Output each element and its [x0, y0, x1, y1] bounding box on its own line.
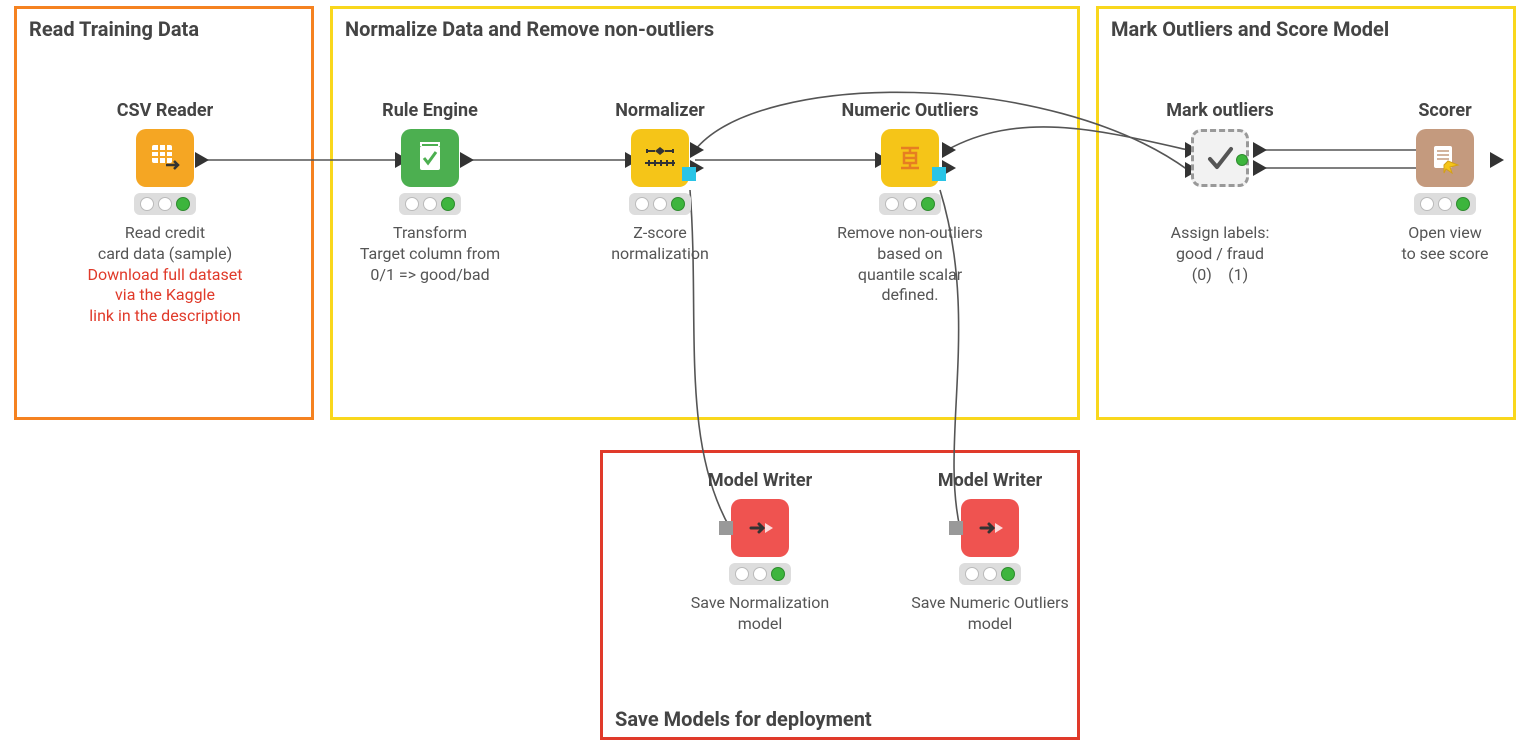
model-in-port [949, 521, 963, 535]
node-numeric-outliers-title: Numeric Outliers [820, 100, 1000, 121]
node-normalizer-desc: Z-score normalization [570, 223, 750, 265]
traffic-light [729, 563, 791, 585]
traffic-light [959, 563, 1021, 585]
node-model-writer-2-desc: Save Numeric Outliers model [900, 593, 1080, 635]
node-scorer-desc: Open view to see score [1370, 223, 1520, 265]
annotation-normalize-title: Normalize Data and Remove non-outliers [345, 17, 714, 41]
node-mark-outliers[interactable]: Mark outliers Assign labels: good / frau… [1130, 100, 1310, 285]
desc-red-text: Download full dataset via the Kaggle lin… [75, 265, 255, 327]
node-normalizer-title: Normalizer [570, 100, 750, 121]
meta-status-dot [1236, 154, 1248, 166]
model-writer-icon [731, 499, 789, 557]
model-out-port [932, 167, 946, 181]
traffic-light [879, 193, 941, 215]
node-model-writer-2-title: Model Writer [900, 470, 1080, 491]
numeric-outliers-icon [881, 129, 939, 187]
annotation-save-title: Save Models for deployment [615, 707, 872, 731]
node-rule-engine-desc: Transform Target column from 0/1 => good… [340, 223, 520, 285]
node-numeric-outliers[interactable]: Numeric Outliers Remove non-outliers bas… [820, 100, 1000, 306]
traffic-light [134, 193, 196, 215]
annotation-read-title: Read Training Data [29, 17, 199, 41]
rule-engine-icon [401, 129, 459, 187]
node-model-writer-1[interactable]: Model Writer Save Normalization model [670, 470, 850, 635]
scorer-icon [1416, 129, 1474, 187]
node-scorer-title: Scorer [1370, 100, 1520, 121]
mark-outliers-icon [1191, 129, 1249, 187]
node-numeric-outliers-desc: Remove non-outliers based on quantile sc… [820, 223, 1000, 306]
model-writer-icon [961, 499, 1019, 557]
node-csv-reader-title: CSV Reader [75, 100, 255, 121]
normalizer-icon [631, 129, 689, 187]
traffic-light [1414, 193, 1476, 215]
node-rule-engine[interactable]: Rule Engine Transform Target column from… [340, 100, 520, 285]
node-scorer[interactable]: Scorer Open view to see score [1370, 100, 1520, 265]
node-model-writer-2[interactable]: Model Writer Save Numeric Outliers model [900, 470, 1080, 635]
node-mark-outliers-desc: Assign labels: good / fraud (0) (1) [1130, 223, 1310, 285]
annotation-mark-title: Mark Outliers and Score Model [1111, 17, 1389, 41]
model-out-port [682, 167, 696, 181]
node-normalizer[interactable]: Normalizer Z-score normalization [570, 100, 750, 265]
desc-text: Read credit card data (sample) [75, 223, 255, 265]
node-rule-engine-title: Rule Engine [340, 100, 520, 121]
model-in-port [719, 521, 733, 535]
node-model-writer-1-desc: Save Normalization model [670, 593, 850, 635]
node-csv-reader-desc: Read credit card data (sample) Download … [75, 223, 255, 327]
csv-reader-icon [136, 129, 194, 187]
node-csv-reader[interactable]: CSV Reader Read credit card data (sample… [75, 100, 255, 327]
node-mark-outliers-title: Mark outliers [1130, 100, 1310, 121]
traffic-light [399, 193, 461, 215]
node-model-writer-1-title: Model Writer [670, 470, 850, 491]
traffic-light [629, 193, 691, 215]
